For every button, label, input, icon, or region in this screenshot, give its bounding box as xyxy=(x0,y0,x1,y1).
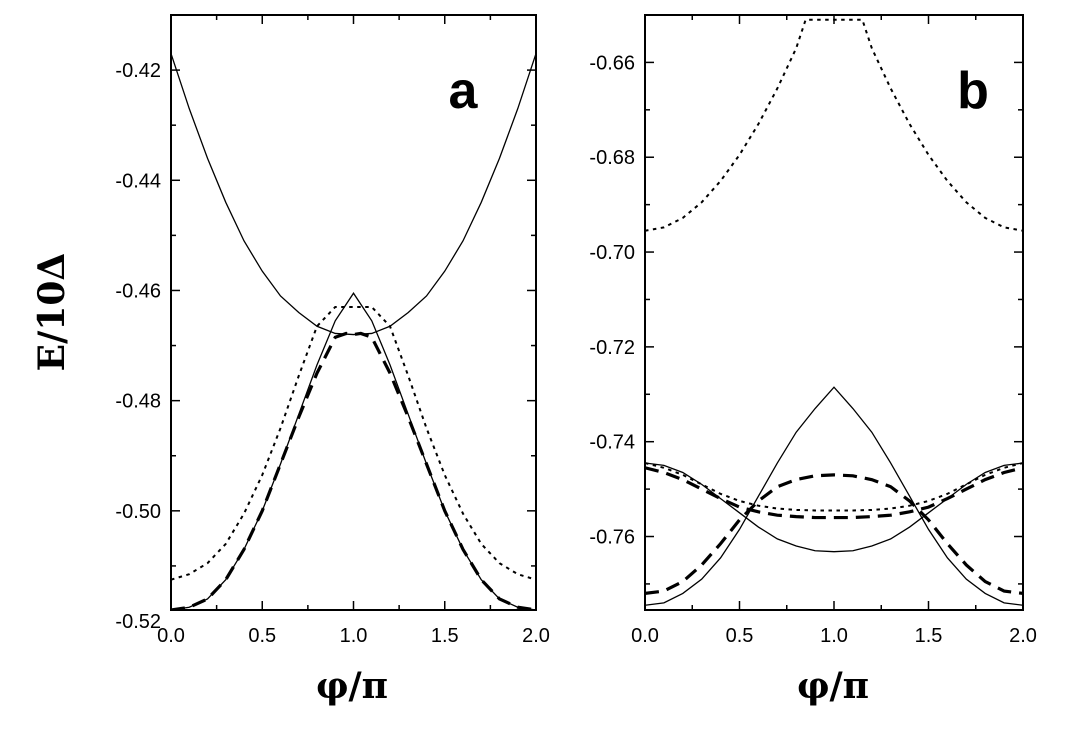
series-dashed-lower xyxy=(645,473,1023,595)
panel-b-frame xyxy=(644,14,1024,611)
x-tick-label: 2.0 xyxy=(522,625,550,647)
x-tick-label: 0.5 xyxy=(248,625,276,647)
panel-a-letter: a xyxy=(449,62,479,120)
x-tick-label: 0.0 xyxy=(631,625,659,647)
x-tick-label: 0.5 xyxy=(726,625,754,647)
y-tick-label: -0.46 xyxy=(115,280,161,302)
series-solid-upper xyxy=(171,53,536,336)
series-dashed-upper xyxy=(645,466,1023,520)
x-tick-label: 1.0 xyxy=(820,625,848,647)
y-tick-label: -0.70 xyxy=(589,242,635,264)
y-tick-label: -0.48 xyxy=(115,391,161,413)
series-dotted-upper xyxy=(645,18,1023,232)
panel-b-ticks: 0.0 0.5 1.0 1.5 2.0 -0.66 -0.68 -0.70 -0.72 -0.74… xyxy=(589,15,1037,647)
y-tick-label: -0.44 xyxy=(115,170,161,192)
x-axis-title-b: φ/π xyxy=(797,665,869,707)
x-tick-label: 1.0 xyxy=(340,625,368,647)
series-solid-cusp xyxy=(645,386,1023,606)
series-dotted-lower xyxy=(645,462,1023,512)
y-tick-label: -0.68 xyxy=(589,147,635,169)
y-tick-label: -0.76 xyxy=(589,527,635,549)
x-tick-label: 2.0 xyxy=(1009,625,1037,647)
y-tick-label: -0.74 xyxy=(589,432,635,454)
y-tick-label: -0.66 xyxy=(589,52,635,74)
panel-b: 0.0 0.5 1.0 1.5 2.0 -0.66 -0.68 -0.70 -0.72 -0.74… xyxy=(589,14,1037,647)
x-tick-label: 0.0 xyxy=(157,625,185,647)
panel-a-frame xyxy=(170,14,537,611)
y-tick-label: -0.42 xyxy=(115,60,161,82)
x-tick-label: 1.5 xyxy=(431,625,459,647)
x-tick-label: 1.5 xyxy=(915,625,943,647)
panel-a-curves xyxy=(171,53,536,610)
series-solid-smooth xyxy=(645,462,1023,553)
x-axis-title-a: φ/π xyxy=(316,665,388,707)
y-tick-label: -0.50 xyxy=(115,501,161,523)
y-axis-title: E/10Δ xyxy=(31,253,73,372)
panel-a-ticks: 0.0 0.5 1.0 1.5 2.0 -0.42 -0.44 -0.46 -0.48 -0.50… xyxy=(115,15,550,647)
series-solid-lower xyxy=(171,292,536,610)
panel-a: 0.0 0.5 1.0 1.5 2.0 -0.42 -0.44 -0.46 -0.48 -0.50… xyxy=(115,14,550,647)
y-tick-label: -0.72 xyxy=(589,337,635,359)
panel-b-letter: b xyxy=(957,62,989,120)
y-tick-label: -0.52 xyxy=(115,611,161,633)
series-dotted xyxy=(171,305,536,581)
series-dashed xyxy=(171,331,536,610)
